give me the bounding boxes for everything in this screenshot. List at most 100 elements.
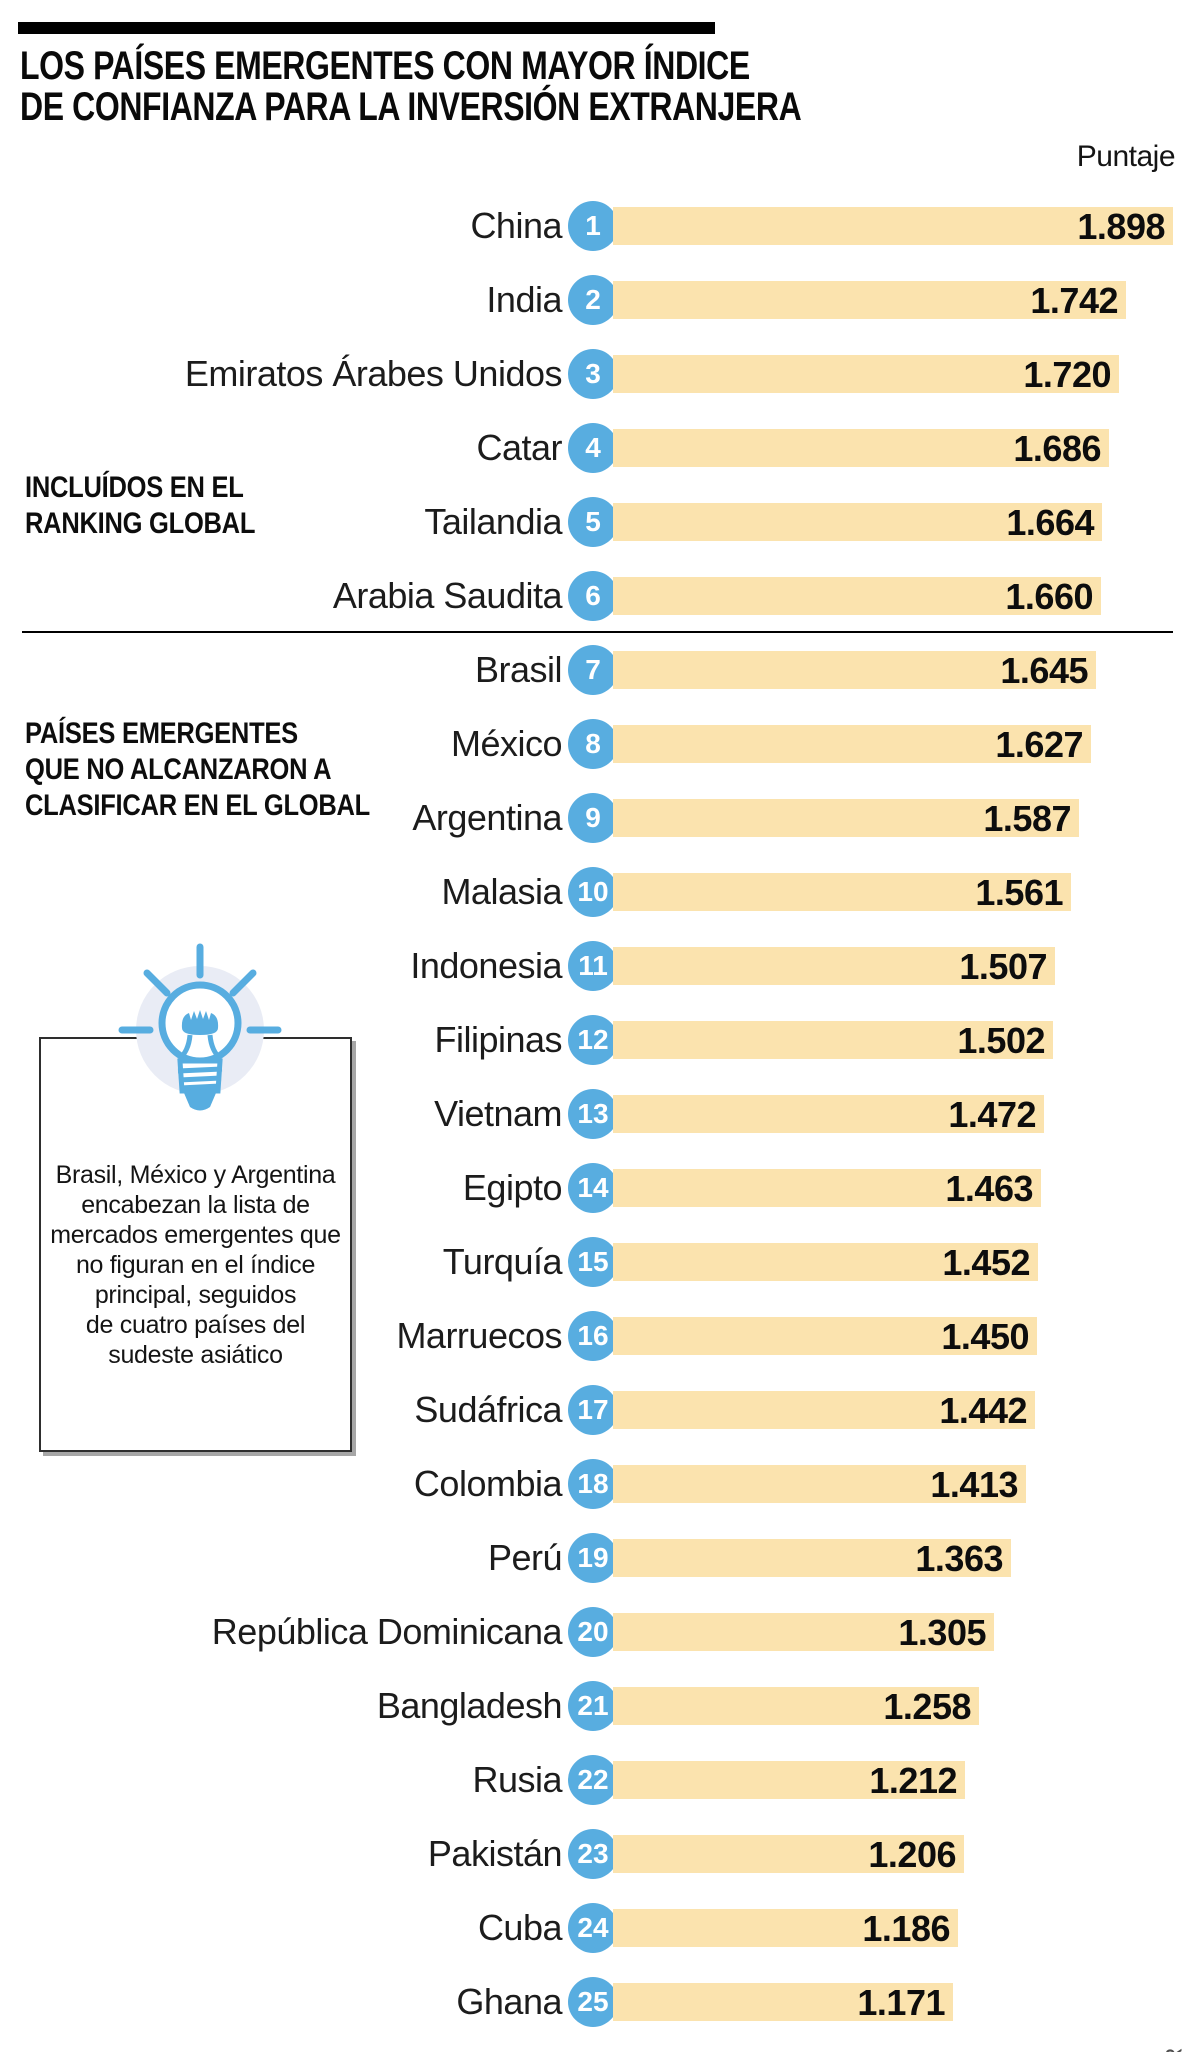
score-value: 1.186 xyxy=(862,1908,950,1949)
lightbulb-icon xyxy=(118,943,282,1111)
score-bar: 1.587 xyxy=(613,798,1079,839)
country-label: Cuba xyxy=(477,1907,563,1948)
country-label: Indonesia xyxy=(410,945,562,986)
country-label: República Dominicana xyxy=(211,1611,563,1652)
score-bar: 1.442 xyxy=(613,1390,1035,1431)
score-value: 1.472 xyxy=(948,1094,1036,1135)
country-label: Ghana xyxy=(456,1981,562,2022)
country-label: Arabia Saudita xyxy=(332,575,563,616)
source-credit: Fuente: Kearney / Gráfico: LR-ER xyxy=(1161,2048,1188,2052)
group-label-not-included: PAÍSES EMERGENTES QUE NO ALCANZARON A CL… xyxy=(25,717,371,822)
country-label: Emiratos Árabes Unidos xyxy=(184,353,563,394)
country-label: Filipinas xyxy=(434,1019,562,1060)
country-label: China xyxy=(470,205,562,246)
rank-badge: 15 xyxy=(568,1237,618,1287)
rank-badge: 11 xyxy=(568,941,618,991)
score-value: 1.442 xyxy=(939,1390,1027,1431)
score-value: 1.742 xyxy=(1030,280,1118,321)
score-value: 1.660 xyxy=(1005,576,1093,617)
score-bar: 1.206 xyxy=(613,1834,964,1875)
score-bar: 1.660 xyxy=(613,576,1101,617)
title-rule xyxy=(18,22,715,34)
country-label: Rusia xyxy=(472,1759,562,1800)
score-value: 1.258 xyxy=(883,1686,971,1727)
score-bar: 1.686 xyxy=(613,429,1109,468)
rank-badge: 24 xyxy=(568,1903,618,1953)
score-bar: 1.898 xyxy=(613,207,1173,246)
rank-badge: 17 xyxy=(568,1385,618,1435)
group-label-included: INCLUÍDOS EN EL RANKING GLOBAL xyxy=(25,471,256,540)
score-value: 1.507 xyxy=(959,946,1047,987)
group-divider-line xyxy=(22,631,1173,633)
score-value: 1.450 xyxy=(941,1316,1029,1357)
rank-badge: 23 xyxy=(568,1829,618,1879)
country-label: India xyxy=(486,279,562,320)
score-bar: 1.186 xyxy=(613,1908,958,1949)
rank-badge: 13 xyxy=(568,1089,618,1139)
score-bar: 1.664 xyxy=(613,502,1102,543)
score-bar: 1.645 xyxy=(613,650,1096,691)
score-value: 1.587 xyxy=(983,798,1071,839)
rank-badge: 5 xyxy=(568,497,618,547)
score-value: 1.206 xyxy=(868,1834,956,1875)
score-bar: 1.507 xyxy=(613,946,1055,987)
score-bar: 1.720 xyxy=(613,354,1119,395)
score-bar: 1.742 xyxy=(613,280,1126,321)
rank-badge: 19 xyxy=(568,1533,618,1583)
score-value: 1.363 xyxy=(915,1538,1003,1579)
score-bar: 1.502 xyxy=(613,1020,1053,1061)
rank-badge: 4 xyxy=(568,423,618,473)
score-value: 1.645 xyxy=(1000,650,1088,691)
rank-badge: 18 xyxy=(568,1459,618,1509)
rank-badge: 6 xyxy=(568,571,618,621)
rank-badge: 20 xyxy=(568,1607,618,1657)
country-label: Argentina xyxy=(412,797,562,838)
rank-badge: 22 xyxy=(568,1755,618,1805)
rank-badge: 2 xyxy=(568,275,618,325)
score-bar: 1.413 xyxy=(613,1464,1026,1505)
country-label: Vietnam xyxy=(434,1093,562,1134)
rank-badge: 16 xyxy=(568,1311,618,1361)
country-label: Sudáfrica xyxy=(414,1389,562,1430)
country-label: Bangladesh xyxy=(376,1685,563,1726)
country-label: Tailandia xyxy=(424,501,562,542)
score-column-header: Puntaje xyxy=(1076,140,1176,173)
score-bar: 1.463 xyxy=(613,1168,1041,1209)
score-bar: 1.212 xyxy=(613,1761,965,1800)
score-value: 1.502 xyxy=(957,1020,1045,1061)
country-label: Turquía xyxy=(442,1241,563,1282)
rank-badge: 10 xyxy=(568,867,618,917)
score-value: 1.627 xyxy=(995,724,1083,765)
score-bar: 1.258 xyxy=(613,1686,979,1727)
country-label: Egipto xyxy=(462,1167,563,1208)
country-label: Marruecos xyxy=(396,1315,562,1356)
page-title: LOS PAÍSES EMERGENTES CON MAYOR ÍNDICE D… xyxy=(20,44,802,129)
rank-badge: 8 xyxy=(568,719,618,769)
score-bar: 1.627 xyxy=(613,724,1091,765)
score-value: 1.561 xyxy=(975,872,1063,913)
country-label: Perú xyxy=(487,1537,563,1578)
rank-badge: 1 xyxy=(568,201,618,251)
score-value: 1.171 xyxy=(857,1982,945,2023)
country-label: Pakistán xyxy=(427,1833,563,1874)
score-value: 1.720 xyxy=(1023,354,1111,395)
score-bar: 1.561 xyxy=(613,872,1071,913)
note-text: Brasil, México y Argentina encabezan la … xyxy=(50,1161,341,1369)
rank-badge: 25 xyxy=(568,1977,618,2027)
score-bar: 1.452 xyxy=(613,1242,1038,1283)
rank-badge: 14 xyxy=(568,1163,618,1213)
score-value: 1.463 xyxy=(945,1168,1033,1209)
score-bar: 1.450 xyxy=(613,1316,1037,1357)
rank-badge: 9 xyxy=(568,793,618,843)
score-bar: 1.363 xyxy=(613,1538,1011,1579)
country-label: Malasia xyxy=(441,871,562,912)
rank-badge: 21 xyxy=(568,1681,618,1731)
score-value: 1.452 xyxy=(942,1242,1030,1283)
score-value: 1.413 xyxy=(930,1464,1018,1505)
score-bar: 1.472 xyxy=(613,1094,1044,1135)
rank-badge: 7 xyxy=(568,645,618,695)
country-label: Catar xyxy=(476,427,562,468)
score-value: 1.664 xyxy=(1006,502,1094,543)
score-bar: 1.171 xyxy=(613,1982,953,2023)
